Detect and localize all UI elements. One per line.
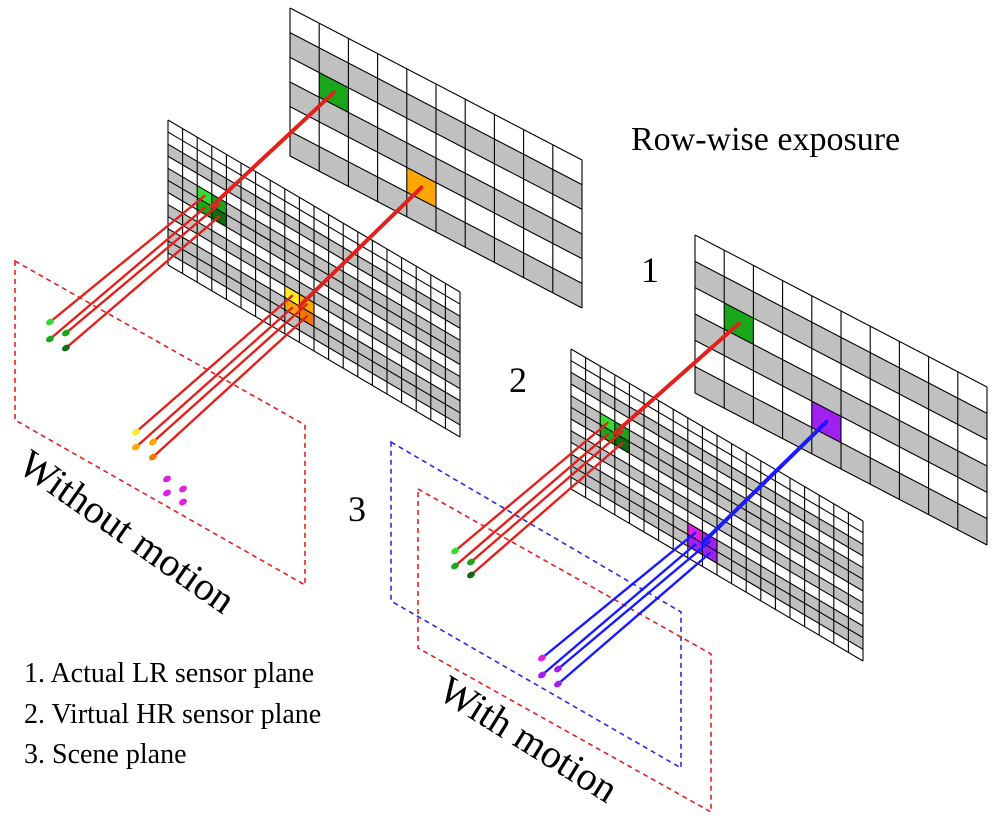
hr-grid-right-grid-line bbox=[570, 453, 864, 627]
lr-grid-left-grid-line bbox=[289, 81, 583, 235]
orange-bundle-left-ray-2 bbox=[151, 303, 308, 444]
legend-item-hr-sensor: 2. Virtual HR sensor plane bbox=[24, 699, 321, 730]
plane-number-3: 3 bbox=[348, 489, 366, 529]
hr-grid-right-grid-line bbox=[570, 371, 864, 545]
lr-green-main-ray bbox=[209, 90, 336, 209]
lr-grid-left-grid-line bbox=[289, 106, 583, 260]
hr-grid-right-grid-line bbox=[570, 395, 864, 569]
hr-grid-right-grid-line bbox=[570, 383, 864, 557]
scene-planes bbox=[14, 259, 712, 814]
orange-bundle-left-point-1 bbox=[132, 428, 140, 436]
purple-bundle-right-point-2 bbox=[554, 665, 562, 673]
hr-grid-left-grid-line bbox=[167, 143, 461, 317]
scene-points bbox=[46, 318, 562, 688]
sensor-grids bbox=[167, 7, 988, 662]
hr-grid-left-grid-line bbox=[167, 119, 461, 293]
plane-number-1: 1 bbox=[641, 250, 659, 290]
hr-grid-right-grid-line bbox=[570, 406, 864, 580]
purple-scene-point-left-1 bbox=[163, 475, 171, 483]
purple-bundle-right-ray-3 bbox=[540, 543, 697, 677]
diagram-title: Row-wise exposure bbox=[631, 121, 900, 158]
green-bundle-right-ray-2 bbox=[469, 430, 624, 564]
label-with-motion: With motion bbox=[431, 666, 626, 811]
hr-grid-right-grid-line bbox=[570, 488, 864, 662]
lr-grid-right-grid-line bbox=[694, 260, 988, 414]
label-without-motion: Without motion bbox=[11, 441, 244, 623]
green-bundle-right-point-2 bbox=[467, 558, 475, 566]
hr-grid-left-grid-line bbox=[167, 131, 461, 305]
green-bundle-left-point-4 bbox=[62, 344, 70, 352]
green-bundle-right-ray-1 bbox=[453, 421, 609, 553]
orange-bundle-left-point-2 bbox=[149, 438, 157, 446]
hr-grid-right-grid-line bbox=[570, 476, 864, 650]
purple-bundle-right-point-4 bbox=[554, 680, 562, 688]
green-bundle-left-point-1 bbox=[46, 318, 54, 326]
hr-grid-left-grid-line bbox=[167, 192, 461, 365]
purple-scene-point-left-3 bbox=[163, 489, 171, 497]
plane-number-2: 2 bbox=[509, 360, 527, 400]
green-bundle-right-point-3 bbox=[451, 562, 459, 570]
purple-bundle-right-point-1 bbox=[538, 654, 546, 662]
green-bundle-left-ray-2 bbox=[64, 203, 221, 335]
orange-bundle-left-ray-1 bbox=[134, 294, 294, 434]
projection-rays bbox=[48, 90, 829, 686]
hr-grid-left-grid-line bbox=[167, 228, 461, 402]
green-bundle-right-point-1 bbox=[451, 547, 459, 555]
purple-scene-point-left-4 bbox=[179, 498, 187, 506]
legend-item-scene-plane: 3. Scene plane bbox=[24, 739, 187, 770]
lr-grid-left-grid-line bbox=[289, 56, 583, 210]
green-bundle-right-ray-4 bbox=[469, 442, 624, 577]
lr-grid-right-grid-line bbox=[694, 313, 988, 467]
green-bundle-left-point-2 bbox=[62, 329, 70, 337]
lr-orange-main-ray bbox=[297, 185, 424, 309]
scene-plane-with-motion bbox=[417, 487, 712, 814]
orange-bundle-left-ray-3 bbox=[134, 306, 294, 449]
green-bundle-right-ray-3 bbox=[453, 433, 609, 568]
hr-grid-right-grid-line bbox=[570, 348, 864, 522]
hr-grid-left-grid-line bbox=[167, 252, 461, 426]
purple-bundle-right-point-3 bbox=[538, 671, 546, 679]
hr-grid-right-grid-line bbox=[570, 418, 864, 592]
lr-grid-left-grid-line bbox=[289, 7, 583, 161]
hr-grid-left-grid-line bbox=[167, 155, 461, 329]
lr-purple-main-ray bbox=[700, 419, 829, 546]
green-bundle-right-point-4 bbox=[467, 571, 475, 579]
orange-bundle-left-ray-4 bbox=[151, 315, 308, 459]
lr-grid-right-grid-line bbox=[694, 339, 988, 493]
hr-grid-right-grid-line bbox=[570, 430, 864, 604]
lr-grid-right-grid-line bbox=[694, 234, 988, 388]
orange-bundle-left-point-3 bbox=[132, 443, 140, 451]
lr-grid-left-grid-line bbox=[289, 130, 583, 284]
hr-grid-left-grid-line bbox=[167, 240, 461, 414]
lr-grid-left-grid-line bbox=[289, 155, 583, 309]
hr-grid-right-grid-line bbox=[570, 360, 864, 534]
hr-grid-left-grid-line bbox=[167, 167, 461, 341]
hr-grid-left-grid-line bbox=[167, 216, 461, 390]
green-bundle-left-ray-4 bbox=[64, 215, 221, 350]
hr-grid-left-grid-line bbox=[167, 264, 461, 438]
purple-scene-point-left-2 bbox=[179, 485, 187, 493]
purple-bundle-right-ray-4 bbox=[556, 552, 711, 686]
orange-bundle-left-point-4 bbox=[149, 453, 157, 461]
legend-item-lr-sensor: 1. Actual LR sensor plane bbox=[24, 658, 314, 689]
lr-grid-right-grid-line bbox=[694, 287, 988, 441]
purple-bundle-right-ray-2 bbox=[556, 540, 711, 671]
lr-green-main-ray-right bbox=[612, 321, 741, 436]
lr-grid-right-grid-line bbox=[694, 392, 988, 546]
lr-grid-left-grid-line bbox=[289, 32, 583, 186]
green-bundle-left-ray-1 bbox=[48, 194, 206, 324]
purple-bundle-right-ray-1 bbox=[540, 531, 697, 660]
green-bundle-left-point-3 bbox=[46, 335, 54, 343]
hr-grid-left-grid-line bbox=[167, 179, 461, 353]
lr-grid-right-grid-line bbox=[694, 366, 988, 520]
hr-grid-right-grid-line bbox=[570, 465, 864, 639]
green-bundle-left-ray-3 bbox=[48, 206, 206, 341]
